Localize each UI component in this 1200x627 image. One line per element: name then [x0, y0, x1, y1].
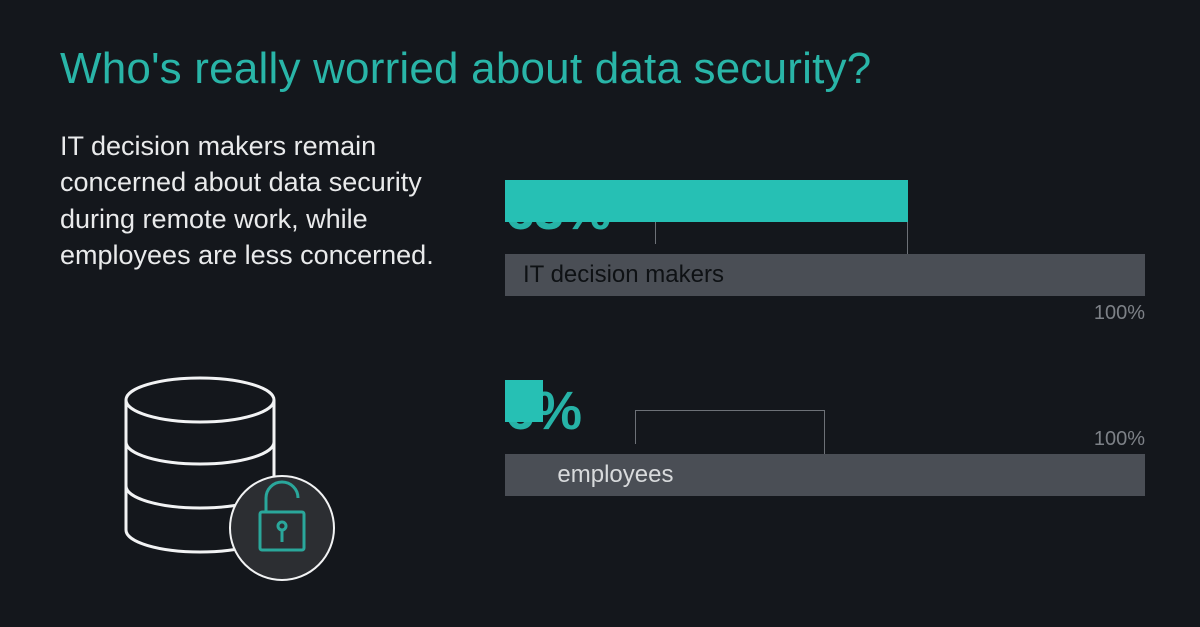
page-title: Who's really worried about data security…	[60, 44, 871, 94]
bar-label: IT decision makers	[523, 254, 724, 296]
database-lock-icon	[110, 370, 370, 590]
bar-fill	[505, 380, 543, 422]
bar-fill	[505, 180, 908, 222]
axis-max-label: 100%	[1094, 428, 1145, 451]
subtitle-text: IT decision makers remain concerned abou…	[60, 128, 490, 274]
bar-label: employees	[557, 454, 673, 496]
axis-max-label: 100%	[1094, 302, 1145, 325]
infographic-canvas: Who's really worried about data security…	[0, 0, 1200, 627]
callout-bracket	[635, 410, 825, 444]
